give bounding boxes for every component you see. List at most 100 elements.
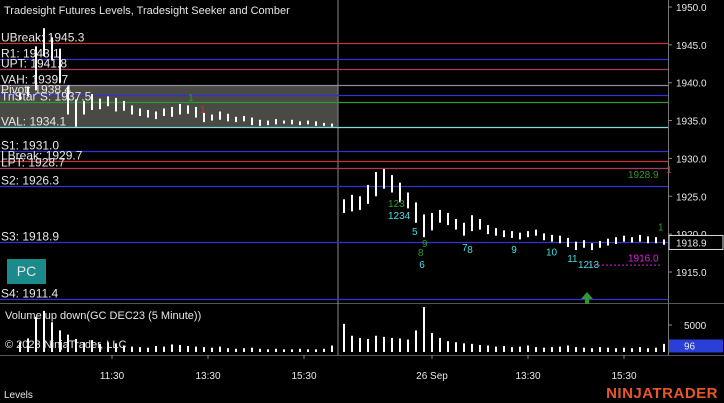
annotation: 7 [462,243,468,254]
annotation: 1 [666,165,672,176]
volume-bar [299,348,301,352]
volume-bar [487,345,489,352]
volume-bar [195,346,197,352]
volume-bar [291,349,293,352]
pc-button-bg[interactable] [7,259,46,284]
volume-bar [227,348,229,352]
x-tick-label: 15:30 [611,371,636,382]
volume-bar [551,347,553,352]
chart-title: Tradesight Futures Levels, Tradesight Se… [4,5,290,17]
volume-bar [511,347,513,352]
volume-bar [43,310,45,352]
value-area [0,84,338,128]
volume-bar [139,347,141,352]
annotation: 8 [418,248,424,259]
volume-bar [543,347,545,352]
copyright: © 2023 NinjaTrader, LLC [5,339,126,351]
level-label: S3: 1918.9 [1,230,59,244]
annotation: 1 [200,105,206,116]
annotation: 1916.0 [628,253,659,264]
last-price-box [668,234,724,250]
volume-bar [163,346,165,352]
annotation: 9 [511,245,517,256]
volume-bar [155,346,157,352]
volume-bar [527,345,529,352]
annotation: 12 [578,260,590,271]
volume-bar [211,347,213,352]
volume-bar [415,330,417,352]
annotation: 1234 [388,211,411,222]
volume-bar [447,341,449,352]
volume-bar [575,347,577,352]
annotation: 11 [567,254,578,265]
volume-bar [479,344,481,352]
volume-bar [567,345,569,352]
level-label: S2: 1926.3 [1,174,59,188]
volume-bar [59,330,61,352]
volume-bar [283,349,285,352]
volume-bar [647,348,649,352]
volume-bar [519,346,521,352]
volume-bar [203,347,205,352]
y-tick-label: 1915.0 [676,268,707,279]
volume-bar [307,349,309,352]
volume-bar [275,348,277,352]
annotation: 6 [419,260,425,271]
volume-bar [367,339,369,352]
level-label: LPT: 1928.7 [1,156,65,170]
y-tick-label: 1950.0 [676,3,707,14]
volume-bar [591,348,593,352]
volume-bar [599,347,601,352]
volume-bar [431,333,433,352]
volume-bar [631,348,633,352]
level-label: S4: 1911.4 [1,287,58,301]
y-tick-label: 1940.0 [676,79,707,90]
volume-bar [187,346,189,352]
pc-button[interactable]: PC [7,259,46,284]
volume-bar [83,342,85,352]
y-tick-label: 1945.0 [676,41,707,52]
annotation: 1 [188,93,194,104]
level-label: VAH: 1939.7 [1,73,68,87]
volume-bar [267,349,269,352]
volume-bar [503,346,505,352]
annotation: 5 [412,227,418,238]
y-tick-label: 1930.0 [676,154,707,165]
y-tick-label: 1935.0 [676,117,707,128]
volume-bar [259,348,261,352]
volume-bar [343,323,345,352]
volume-bar [375,335,377,352]
volume-bar [655,347,657,352]
volume-bar [251,347,253,352]
volume-bar [123,345,125,352]
volume-bar [331,345,333,352]
signal-arrow [581,292,593,304]
volume-bar [471,343,473,352]
volume-bar [383,336,385,352]
volume-last-box [669,339,723,353]
volume-bar [583,347,585,352]
volume-bar [359,337,361,352]
annotation: 123 [388,199,405,210]
pc-button-label[interactable]: PC [17,263,36,279]
volume-bar [75,339,77,352]
volume-bar [535,347,537,352]
volume-bar [171,344,173,352]
annotation: 13 [588,260,600,271]
x-tick-label: 13:30 [515,371,540,382]
level-label: TriStar S: 1937.5 [1,90,92,104]
x-tick-label: 11:30 [100,371,125,382]
level-label: S1: 1931.0 [1,139,59,153]
annotation: 1 [658,222,664,233]
volume-bar [663,343,665,352]
annotation: 10 [546,247,558,258]
annotation: 8 [467,245,473,256]
volume-bar [91,340,93,352]
volume-bar [607,347,609,352]
last-price-label: 1918.9 [676,238,707,249]
volume-bar [463,343,465,352]
volume-bar [615,348,617,352]
brand-logo: NINJATRADER [606,385,718,402]
